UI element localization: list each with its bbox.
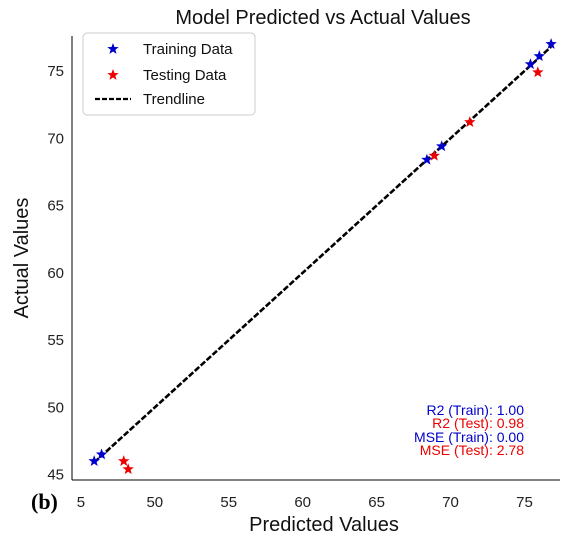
training-point: [545, 38, 557, 49]
trendline: [93, 45, 553, 464]
training-point: [421, 153, 433, 165]
y-axis-title: Actual Values: [11, 198, 33, 319]
x-tick-label: 75: [516, 494, 533, 511]
x-tick-label: 70: [442, 494, 459, 511]
x-tick-label: 5: [77, 494, 85, 511]
testing-point: [428, 149, 441, 161]
training-data-series: [88, 38, 557, 467]
y-tick-label: 70: [47, 130, 64, 147]
legend-marker-training: [107, 43, 119, 54]
legend-label-trendline: Trendline: [143, 91, 205, 108]
y-tick-label: 65: [47, 198, 64, 215]
legend-label-training: Training Data: [143, 41, 233, 58]
legend-box: [82, 32, 256, 116]
x-tick-labels: 5 50 55 60 65 70 75: [77, 494, 533, 511]
testing-point: [122, 463, 134, 475]
metric-mse-test: MSE (Test): 2.78: [420, 442, 524, 458]
y-tick-label: 75: [47, 63, 64, 80]
testing-point: [532, 66, 544, 78]
legend: Training Data Testing Data Trendline: [82, 32, 256, 116]
x-tick-label: 65: [368, 494, 385, 511]
metric-r2-test: R2 (Test): 0.98: [432, 415, 524, 431]
x-tick-label: 55: [220, 494, 237, 511]
legend-marker-testing: [107, 69, 119, 80]
y-tick-label: 45: [47, 467, 64, 484]
chart-title: Model Predicted vs Actual Values: [175, 7, 470, 29]
metric-mse-train: MSE (Train): 0.00: [414, 429, 524, 445]
training-point: [88, 455, 100, 467]
y-tick-label: 55: [47, 332, 64, 349]
axes-frame: [71, 36, 560, 481]
training-point: [533, 50, 545, 62]
testing-point: [464, 116, 476, 127]
testing-data-series: [118, 66, 544, 475]
panel-label: (b): [31, 489, 58, 514]
y-tick-labels: 45 50 55 60 65 70 75: [47, 63, 64, 484]
x-tick-label: 50: [146, 494, 163, 511]
training-point: [524, 58, 537, 70]
training-point: [95, 448, 108, 460]
x-tick-label: 60: [294, 494, 311, 511]
y-tick-label: 60: [47, 265, 64, 282]
testing-point: [118, 455, 130, 467]
training-point: [435, 140, 448, 152]
y-tick-label: 50: [47, 399, 64, 416]
metrics-annotations: R2 (Train): 1.00 R2 (Test): 0.98 MSE (Tr…: [414, 402, 524, 458]
legend-star-training: [107, 43, 119, 54]
legend-star-testing: [107, 69, 119, 80]
metric-r2-train: R2 (Train): 1.00: [426, 402, 524, 418]
x-axis-title: Predicted Values: [249, 514, 399, 536]
legend-label-testing: Testing Data: [143, 67, 227, 84]
